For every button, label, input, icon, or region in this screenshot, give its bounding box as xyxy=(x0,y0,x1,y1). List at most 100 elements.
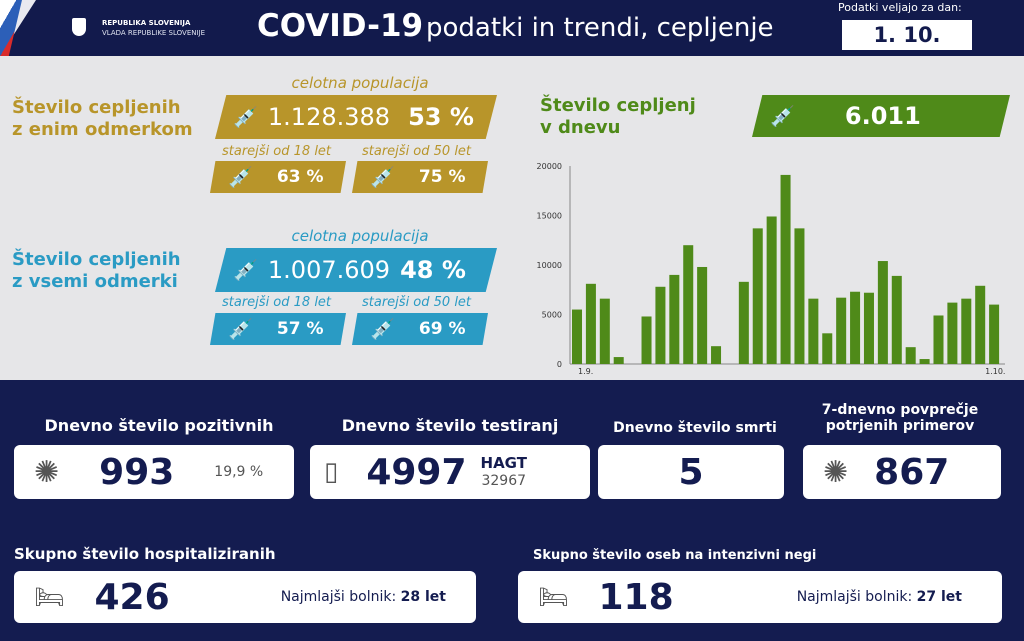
y-tick-label: 5000 xyxy=(542,311,562,320)
value: 6.011 xyxy=(844,102,921,130)
label-line: z vsemi odmerki xyxy=(12,271,178,292)
syringe-icon: 💉 xyxy=(233,258,258,282)
pct: 57 % xyxy=(276,319,324,339)
pct: 19,9 % xyxy=(214,464,264,480)
gov-line2: VLADA REPUBLIKE SLOVENIJE xyxy=(102,29,206,37)
avg7-card: ✺ 867 xyxy=(803,445,1001,499)
bar xyxy=(850,291,861,364)
syringe-icon: 💉 xyxy=(770,104,795,128)
bar xyxy=(738,281,749,364)
virus-icon: ✺ xyxy=(823,454,849,490)
bar xyxy=(572,309,583,364)
bar xyxy=(836,297,847,364)
bar xyxy=(641,316,652,364)
bar xyxy=(697,266,708,364)
bar xyxy=(989,304,1000,364)
youngest-value: 28 let xyxy=(400,589,446,605)
page-title: COVID-19 xyxy=(257,8,424,44)
label-line: Število cepljenih xyxy=(12,97,181,118)
value: 4997 xyxy=(366,451,467,493)
one-dose-label: Število cepljenih z enim odmerkom xyxy=(12,97,193,141)
bar xyxy=(766,216,777,364)
tests-card: ▯ 4997 HAGT 32967 xyxy=(310,445,590,499)
bar xyxy=(877,261,888,364)
x-tick-label: 1.9. xyxy=(578,367,593,376)
bar xyxy=(780,174,791,364)
age50-label: starejši od 50 let xyxy=(362,144,472,159)
bar xyxy=(613,357,624,364)
icu-card: 🛏 118 Najmlajši bolnik: 27 let xyxy=(518,571,1002,623)
label-line: Število cepljenih xyxy=(12,249,181,270)
label-line: potrjenih primerov xyxy=(825,418,975,434)
bar xyxy=(585,283,596,364)
hagt-value: 32967 xyxy=(481,473,527,489)
syringe-icon: 💉 xyxy=(228,317,253,341)
bar xyxy=(822,333,833,364)
count: 1.007.609 xyxy=(267,256,391,284)
syringe-icon: 💉 xyxy=(370,165,395,189)
youngest-label: Najmlajši bolnik: xyxy=(280,589,397,605)
page-subtitle: podatki in trendi, cepljenje xyxy=(426,13,774,43)
bar xyxy=(961,298,972,364)
y-tick-label: 10000 xyxy=(537,261,562,270)
hosp-label: Skupno število hospitaliziranih xyxy=(14,545,276,563)
all-doses-total: 💉 1.007.609 48 % xyxy=(215,248,497,292)
all-doses-50: 💉 69 % xyxy=(352,313,488,345)
positive-label: Dnevno število pozitivnih xyxy=(44,416,274,435)
syringe-icon: 💉 xyxy=(233,105,258,129)
youngest-label: Najmlajši bolnik: xyxy=(796,589,913,605)
all-doses-caption: celotna populacija xyxy=(291,227,429,245)
all-doses-18: 💉 57 % xyxy=(210,313,346,345)
hagt-label: HAGT xyxy=(480,454,527,472)
bar xyxy=(794,228,805,364)
bar xyxy=(947,302,958,364)
pct: 69 % xyxy=(418,319,466,339)
deaths-card: 5 xyxy=(598,445,784,499)
label-line: Število cepljenj xyxy=(540,95,696,116)
label-line: 7-dnevno povprečje xyxy=(821,402,979,418)
pct: 75 % xyxy=(418,167,466,187)
avg7-label: 7-dnevno povprečje potrjenih primerov xyxy=(800,402,1000,434)
icu-label: Skupno število oseb na intenzivni negi xyxy=(533,548,817,563)
date-label: Podatki veljajo za dan: xyxy=(838,1,962,14)
value: 426 xyxy=(94,576,170,618)
pct: 63 % xyxy=(276,167,324,187)
virus-icon: ✺ xyxy=(34,454,60,490)
bar xyxy=(599,298,610,364)
test-kit-icon: ▯ xyxy=(324,457,339,487)
value: 5 xyxy=(678,451,704,493)
pct: 53 % xyxy=(408,103,474,131)
deaths-label: Dnevno število smrti xyxy=(613,420,777,436)
bar xyxy=(933,315,944,364)
bar xyxy=(905,347,916,364)
hospital-bed-icon: 🛏 xyxy=(538,583,569,611)
bar xyxy=(669,274,680,364)
hospital-bed-icon: 🛏 xyxy=(34,583,65,611)
pct: 48 % xyxy=(400,256,466,284)
age18-label: starejši od 18 let xyxy=(222,295,332,310)
daily-label: Število cepljenj v dnevu xyxy=(540,95,696,139)
one-dose-caption: celotna populacija xyxy=(291,74,429,92)
date-value: 1. 10. 2021 xyxy=(842,20,972,77)
bar xyxy=(655,286,666,364)
bar xyxy=(975,285,986,364)
bar xyxy=(919,359,930,364)
syringe-icon: 💉 xyxy=(370,317,395,341)
syringe-icon: 💉 xyxy=(228,165,253,189)
bar xyxy=(683,245,694,364)
daily-vaccinations-chart: 0 5000 10000 15000 20000 1.9. 1.10. xyxy=(537,162,1006,376)
bar xyxy=(808,298,819,364)
one-dose-total: 💉 1.128.388 53 % xyxy=(215,95,497,139)
y-tick-label: 15000 xyxy=(537,212,562,221)
age18-label: starejši od 18 let xyxy=(222,144,332,159)
y-tick-label: 0 xyxy=(557,360,562,369)
tests-label: Dnevno število testiranj xyxy=(341,416,559,435)
y-tick-label: 20000 xyxy=(537,162,562,171)
gov-line1: REPUBLIKA SLOVENIJA xyxy=(102,19,191,27)
positive-card: ✺ 993 19,9 % xyxy=(14,445,294,499)
label-line: z enim odmerkom xyxy=(12,119,193,140)
value: 993 xyxy=(99,451,175,493)
label-line: v dnevu xyxy=(540,117,621,138)
bar xyxy=(752,228,763,364)
count: 1.128.388 xyxy=(267,103,391,131)
